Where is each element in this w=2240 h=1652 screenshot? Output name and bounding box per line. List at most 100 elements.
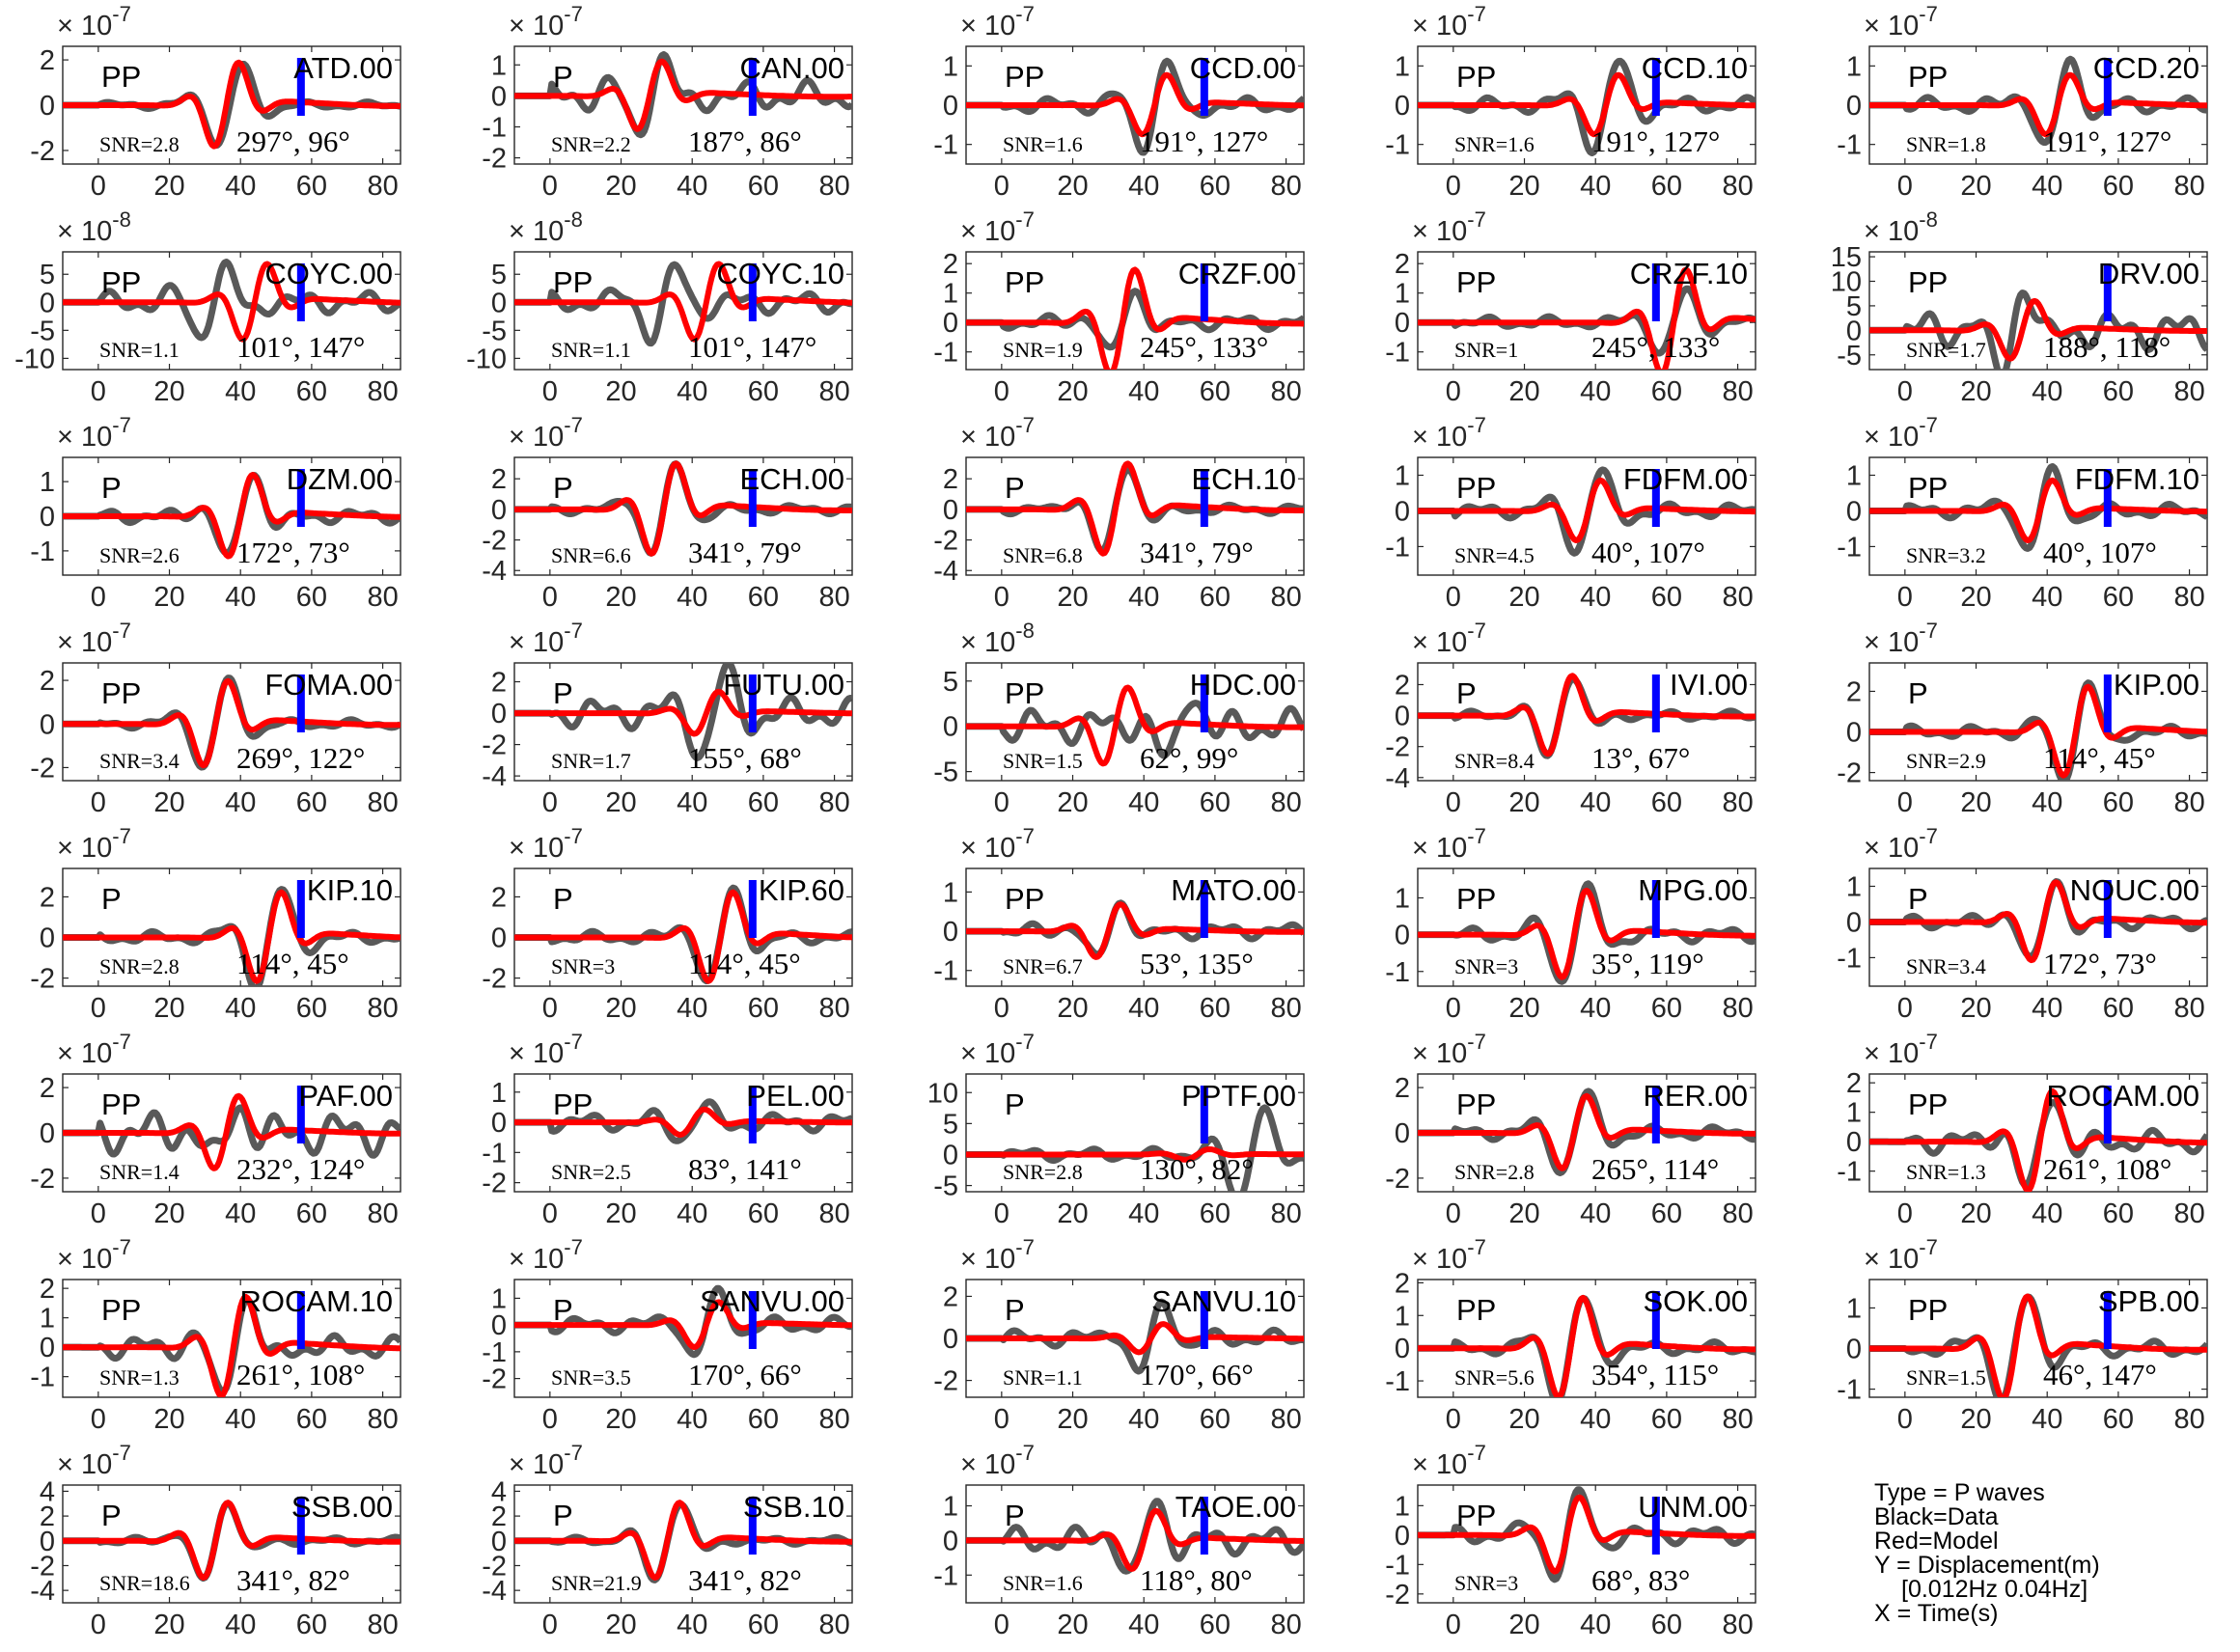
station-name: KIP.00 (2114, 668, 2199, 702)
panel-paf-00: 0 20 40 60 80 -2 0 2× 10-7 PP PAF.00 SNR=1.4 232°, … (30, 1030, 401, 1229)
model-trace (63, 1293, 401, 1397)
snr-label: SNR=2.6 (99, 543, 180, 567)
x-tick-label: 80 (1270, 1404, 1301, 1435)
azimuth-label: 341°, 79° (1140, 536, 1254, 569)
y-tick-label: -2 (1385, 1164, 1410, 1195)
model-trace (514, 1106, 852, 1138)
station-name: MATO.00 (1171, 873, 1296, 907)
model-trace (1418, 673, 1756, 757)
station-name: SSB.00 (291, 1490, 393, 1524)
azimuth-label: 114°, 45° (2043, 741, 2156, 775)
model-trace (966, 684, 1304, 767)
model-trace (514, 261, 852, 343)
station-name: NOUC.00 (2070, 873, 2199, 907)
x-tick-label: 60 (2103, 171, 2134, 202)
waveform-area (1869, 463, 2207, 552)
x-tick-label: 40 (225, 993, 256, 1024)
x-tick-label: 60 (2103, 582, 2134, 613)
y-tick-label: -1 (1837, 532, 1862, 563)
x-tick-label: 40 (2032, 1404, 2062, 1435)
y-tick-label: 2 (40, 45, 55, 76)
x-tick-label: 80 (818, 376, 849, 407)
waveform-area (1869, 878, 2207, 964)
azimuth-label: 101°, 147° (688, 330, 816, 364)
y-tick-label: 4 (40, 1476, 55, 1507)
data-trace (1418, 1088, 1756, 1176)
snr-label: SNR=1 (1454, 338, 1518, 362)
model-trace (63, 1500, 401, 1581)
x-tick-label: 40 (677, 171, 707, 202)
y-tick-label: 1 (1846, 1293, 1862, 1324)
x-tick-label: 0 (91, 1404, 106, 1435)
panel-mato-00: 0 20 40 60 80 -1 0 1× 10-7 PP MATO.00 SNR=6.7 53°, … (933, 824, 1305, 1024)
x-tick-label: 20 (1960, 787, 1991, 818)
y-tick-label: -1 (482, 1138, 507, 1169)
snr-label: SNR=1.1 (551, 338, 631, 362)
station-name: COYC.00 (264, 257, 393, 290)
x-tick-label: 0 (1897, 582, 1913, 613)
x-tick-label: 0 (1446, 787, 1461, 818)
x-tick-label: 60 (748, 1610, 779, 1640)
x-tick-label: 20 (1057, 1404, 1088, 1435)
y-tick-label: 2 (1395, 1268, 1410, 1299)
axes-box (513, 251, 853, 371)
y-tick-label: 5 (943, 667, 958, 698)
x-tick-label: 60 (748, 787, 779, 818)
data-trace (1418, 57, 1756, 156)
x-tick-label: 0 (91, 376, 106, 407)
model-trace (966, 1146, 1304, 1163)
x-tick-label: 20 (1057, 1198, 1088, 1229)
x-tick-label: 60 (1651, 993, 1682, 1024)
waveform-area (63, 1500, 401, 1583)
x-tick-label: 40 (225, 1610, 256, 1640)
y-tick-label: 0 (1846, 718, 1862, 749)
snr-label: SNR=1.3 (1906, 1160, 1986, 1184)
y-tick-label: -2 (30, 136, 55, 167)
y-tick-label: 1 (491, 1078, 507, 1109)
y-tick-label: 0 (1395, 921, 1410, 951)
y-tick-label: -5 (482, 316, 507, 346)
y-tick-label: 0 (1395, 91, 1410, 122)
y-tick-label: 0 (40, 91, 55, 122)
x-tick-label: 60 (1200, 787, 1231, 818)
x-tick-label: 20 (605, 1610, 636, 1640)
x-tick-label: 20 (1508, 1198, 1539, 1229)
model-trace (1869, 1293, 2207, 1397)
wave-type-label: PP (101, 1088, 141, 1121)
y-tick-label: -4 (482, 1576, 507, 1607)
y-tick-label: 1 (943, 877, 958, 908)
snr-label: SNR=1.7 (1906, 338, 1986, 362)
y-tick-label: 0 (40, 709, 55, 740)
x-tick-label: 80 (1722, 582, 1753, 613)
axes-box (965, 1484, 1305, 1604)
model-trace (1869, 297, 2207, 362)
x-tick-label: 60 (1200, 1610, 1231, 1640)
axes-box (513, 1073, 853, 1193)
y-tick-label: 0 (1846, 1335, 1862, 1365)
waveform-area (1418, 880, 1756, 985)
snr-label: SNR=2.5 (551, 1160, 631, 1184)
x-tick-label: 40 (2032, 1198, 2062, 1229)
station-name: CRZF.00 (1178, 257, 1296, 290)
wave-type-label: PP (1456, 265, 1496, 299)
model-trace (1418, 1092, 1756, 1171)
snr-label: SNR=1.6 (1003, 132, 1083, 156)
wave-type-label: PP (1005, 882, 1044, 916)
x-tick-label: 20 (1960, 1198, 1991, 1229)
x-tick-label: 0 (542, 171, 558, 202)
x-tick-label: 0 (542, 1198, 558, 1229)
model-trace (1418, 1294, 1756, 1397)
legend-line-xaxis: X = Time(s) (1874, 1600, 1999, 1627)
x-tick-label: 20 (1508, 787, 1539, 818)
axes-box (1417, 662, 1756, 782)
x-tick-label: 40 (1128, 993, 1159, 1024)
snr-label: SNR=3 (1454, 954, 1518, 978)
x-tick-label: 20 (1960, 993, 1991, 1024)
x-tick-label: 0 (91, 171, 106, 202)
y-tick-label: -1 (30, 537, 55, 567)
